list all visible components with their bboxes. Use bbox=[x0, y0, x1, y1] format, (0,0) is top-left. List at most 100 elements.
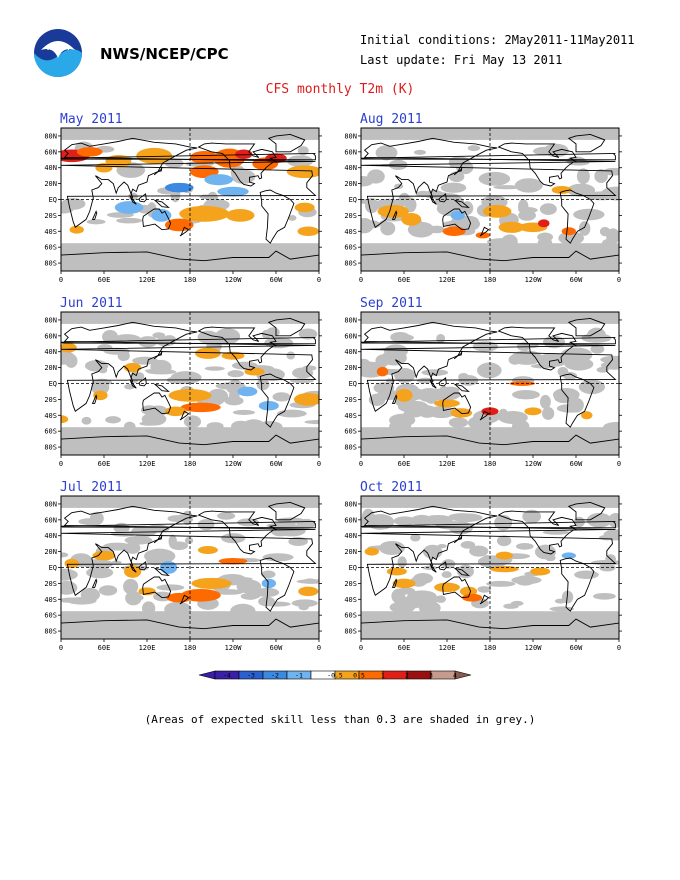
coastline bbox=[142, 392, 172, 415]
low-skill-region bbox=[86, 219, 106, 225]
low-skill-region bbox=[423, 514, 453, 525]
anomaly-patch bbox=[237, 386, 258, 397]
anomaly-patch bbox=[293, 393, 319, 406]
low-skill-region bbox=[472, 341, 499, 352]
low-skill-region bbox=[397, 556, 407, 568]
lat-label: 60N bbox=[44, 148, 57, 156]
anomaly-patch bbox=[179, 205, 230, 222]
lat-label: 40N bbox=[44, 348, 57, 356]
low-skill-region bbox=[563, 371, 578, 380]
anomaly-patch bbox=[151, 209, 172, 222]
low-skill-region bbox=[361, 217, 374, 234]
low-skill-region bbox=[515, 575, 535, 586]
lat-label: 80S bbox=[44, 444, 57, 452]
low-skill-region bbox=[296, 579, 319, 584]
lon-label: 120E bbox=[439, 644, 456, 652]
anomaly-patch bbox=[168, 389, 212, 402]
coastline bbox=[61, 505, 317, 597]
anomaly-patch bbox=[124, 565, 142, 578]
lon-label: 180 bbox=[184, 276, 197, 284]
coastline bbox=[179, 226, 190, 237]
low-skill-region bbox=[204, 366, 225, 371]
lat-label: EQ bbox=[49, 380, 57, 388]
low-skill-region bbox=[380, 350, 407, 366]
low-skill-region bbox=[493, 185, 521, 190]
anomaly-patch bbox=[180, 402, 221, 413]
anomaly-patch bbox=[450, 210, 465, 221]
lat-label: 20N bbox=[44, 180, 57, 188]
map-title-sep: Sep 2011 bbox=[360, 296, 423, 311]
coastline bbox=[479, 226, 490, 237]
low-skill-region bbox=[230, 603, 256, 619]
lat-label: 60S bbox=[344, 612, 357, 620]
coastline bbox=[438, 561, 447, 571]
low-skill-region bbox=[361, 611, 619, 639]
lon-label: 0 bbox=[59, 460, 63, 468]
low-skill-region bbox=[514, 178, 543, 193]
coastline bbox=[361, 152, 616, 161]
coastline bbox=[361, 434, 619, 446]
lon-label: 180 bbox=[184, 644, 197, 652]
low-skill-region bbox=[554, 598, 567, 604]
map-title-aug: Aug 2011 bbox=[360, 112, 423, 127]
low-skill-region bbox=[396, 596, 426, 609]
lat-label: 20S bbox=[344, 396, 357, 404]
low-skill-region bbox=[124, 535, 153, 545]
lat-label: 80S bbox=[344, 628, 357, 636]
low-skill-region bbox=[123, 421, 136, 432]
coastline bbox=[267, 133, 306, 153]
lat-label: 60S bbox=[344, 244, 357, 252]
colorbar-label: 3 bbox=[429, 672, 433, 680]
anomaly-patch bbox=[462, 593, 483, 602]
low-skill-region bbox=[606, 228, 619, 245]
colorbar-label: 4 bbox=[453, 672, 457, 680]
coastline bbox=[559, 373, 595, 428]
coastline bbox=[391, 210, 398, 220]
lon-label: 60E bbox=[398, 644, 411, 652]
lon-label: 0 bbox=[617, 644, 621, 652]
low-skill-region bbox=[467, 145, 481, 152]
low-skill-region bbox=[599, 534, 616, 541]
low-skill-region bbox=[81, 416, 92, 425]
low-skill-region bbox=[236, 579, 262, 594]
coastline bbox=[197, 510, 278, 555]
low-skill-region bbox=[375, 145, 398, 161]
lat-label: 60S bbox=[44, 428, 57, 436]
anomaly-patch bbox=[225, 209, 255, 222]
colorbar-swatch bbox=[382, 670, 408, 680]
lon-label: 60W bbox=[570, 276, 583, 284]
lon-label: 120W bbox=[525, 460, 543, 468]
low-skill-region bbox=[288, 536, 308, 546]
low-skill-region bbox=[134, 372, 145, 381]
low-skill-region bbox=[600, 361, 619, 370]
anomaly-patch bbox=[93, 390, 108, 401]
low-skill-region bbox=[413, 149, 426, 155]
lon-label: 120W bbox=[225, 644, 243, 652]
low-skill-region bbox=[61, 552, 69, 558]
anomaly-patch bbox=[164, 182, 194, 193]
lon-label: 120E bbox=[139, 276, 156, 284]
lat-label: 20S bbox=[344, 580, 357, 588]
coastline bbox=[179, 410, 190, 421]
colorbar-label: -0.5 bbox=[327, 672, 343, 680]
low-skill-region bbox=[542, 406, 555, 420]
coastline bbox=[453, 350, 463, 360]
low-skill-region bbox=[448, 521, 473, 535]
lat-label: 40N bbox=[344, 532, 357, 540]
lat-label: 20S bbox=[44, 212, 57, 220]
coastline bbox=[453, 534, 463, 544]
low-skill-region bbox=[261, 570, 276, 579]
anomaly-patch bbox=[495, 551, 513, 560]
low-skill-region bbox=[61, 427, 319, 455]
lon-label: 120E bbox=[139, 460, 156, 468]
lat-label: 20N bbox=[344, 180, 357, 188]
low-skill-region bbox=[442, 220, 473, 228]
last-update: Last update: Fri May 13 2011 bbox=[360, 53, 563, 67]
lon-label: 60E bbox=[98, 644, 111, 652]
colorbar-label: -2 bbox=[271, 672, 279, 680]
colorbar-low-arrow bbox=[198, 670, 216, 680]
low-skill-region bbox=[207, 191, 219, 206]
